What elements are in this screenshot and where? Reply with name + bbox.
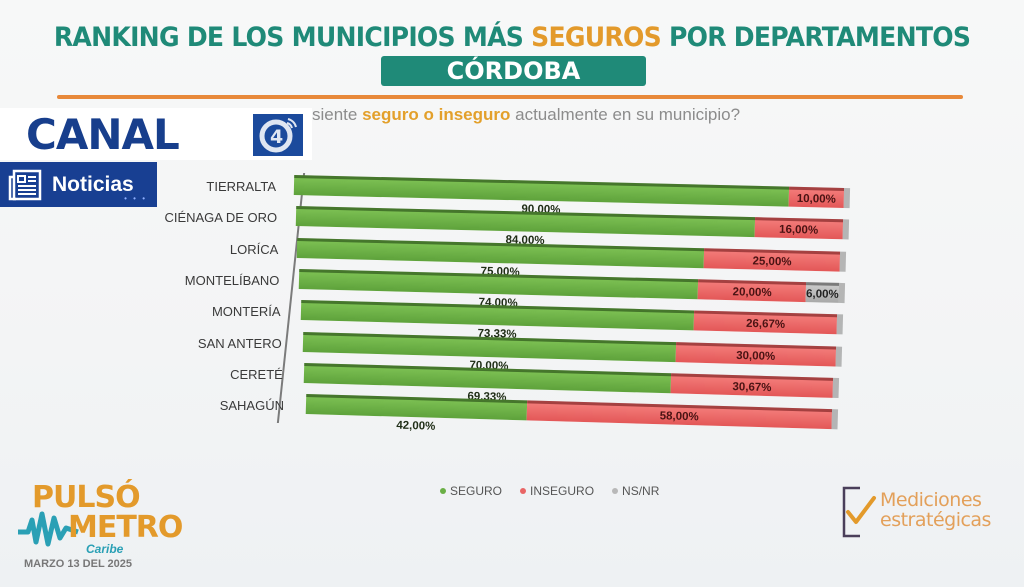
bar-segment-inseguro: 58,00% xyxy=(526,400,833,430)
bar-segment-nsnr: 6,00% xyxy=(806,281,839,303)
channel-number: 4 xyxy=(270,126,283,148)
mediciones-line2: estratégicas xyxy=(880,509,991,531)
category-label: LORÍCA xyxy=(229,241,279,257)
bar-endcap xyxy=(833,377,840,398)
legend-label-inseguro: INSEGURO xyxy=(530,484,595,498)
pulso-logo-line3: Caribe xyxy=(86,542,124,556)
heartbeat-wave-icon xyxy=(18,511,79,547)
category-label: SAHAGÚN xyxy=(219,398,284,414)
legend-item-seguro: SEGURO xyxy=(440,484,502,498)
question-highlight: seguro o inseguro xyxy=(362,105,511,124)
title-text: RANKING DE LOS MUNICIPIOS MÁS xyxy=(53,22,532,53)
data-label: 25,00% xyxy=(752,255,793,268)
news-label: Noticias xyxy=(52,172,134,196)
legend-label-nsnr: NS/NR xyxy=(622,484,660,498)
data-label: 6,00% xyxy=(806,287,839,301)
bar-endcap xyxy=(838,282,845,303)
data-label: 42,00% xyxy=(396,419,436,433)
question-text: siente xyxy=(312,105,363,124)
bar-segment-inseguro: 16,00% xyxy=(754,217,843,240)
bar-endcap xyxy=(831,409,839,430)
data-label: 20,00% xyxy=(732,286,772,300)
title-highlight: SEGUROS xyxy=(531,22,662,53)
bar-endcap xyxy=(843,187,851,209)
bar-endcap xyxy=(836,314,844,335)
bar-segment-inseguro: 30,67% xyxy=(670,373,834,398)
bar-endcap xyxy=(840,251,847,272)
category-label: MONTELÍBANO xyxy=(184,272,280,288)
department-badge: CÓRDOBA xyxy=(381,56,646,86)
bar-segment-inseguro: 26,67% xyxy=(693,310,838,335)
data-label: 30,67% xyxy=(732,380,772,394)
title-text-end: POR DEPARTAMENTOS xyxy=(660,22,971,53)
pulsometro-logo: PULSÓ METRO Caribe MARZO 13 DEL 2025 xyxy=(18,480,183,580)
divider xyxy=(57,95,963,99)
data-label: 26,67% xyxy=(745,318,786,332)
dots-decoration: • • • xyxy=(124,194,147,203)
category-label: CIÉNAGA DE ORO xyxy=(164,210,278,226)
bar-row: 90,00% 10,00% xyxy=(293,175,851,216)
legend-label-seguro: SEGURO xyxy=(450,484,503,498)
page-title: RANKING DE LOS MUNICIPIOS MÁS SEGUROS PO… xyxy=(36,22,988,53)
newspaper-icon xyxy=(8,169,42,200)
news-section-badge: Noticias • • • xyxy=(0,162,157,207)
data-label: 30,00% xyxy=(735,349,775,363)
question-text-end: actualmente en su municipio? xyxy=(510,105,741,124)
survey-question: siente seguro o inseguro actualmente en … xyxy=(312,105,740,125)
category-label: TIERRALTA xyxy=(206,179,276,194)
category-label: MONTERÍA xyxy=(211,304,281,320)
legend-swatch-nsnr xyxy=(612,488,619,494)
data-label: 58,00% xyxy=(659,410,699,424)
category-label: SAN ANTERO xyxy=(197,335,282,351)
chart-legend: SEGURO INSEGURO NS/NR xyxy=(440,484,659,498)
legend-item-inseguro: INSEGURO xyxy=(520,484,594,498)
bar-segment-seguro: 90,00% xyxy=(293,175,790,216)
data-label: 16,00% xyxy=(778,224,818,237)
checkmark-box-icon xyxy=(842,486,876,538)
bar-segment-inseguro: 10,00% xyxy=(788,186,845,208)
bar-segment-inseguro: 20,00% xyxy=(698,279,807,302)
bar-endcap xyxy=(834,346,842,367)
mediciones-line1: Mediciones xyxy=(880,489,982,511)
channel-logo-text: CANAL xyxy=(26,110,180,159)
data-label: 10,00% xyxy=(796,192,836,206)
bar-segment-inseguro: 25,00% xyxy=(704,247,841,272)
category-label: CERETÉ xyxy=(230,366,283,382)
bar-endcap xyxy=(841,219,849,240)
survey-date: MARZO 13 DEL 2025 xyxy=(24,558,133,570)
bar-segment-inseguro: 30,00% xyxy=(675,341,836,367)
pulso-logo-line1: PULSÓ xyxy=(32,480,141,515)
pulso-logo-line2: METRO xyxy=(68,510,183,545)
legend-item-nsnr: NS/NR xyxy=(612,484,659,498)
legend-swatch-seguro xyxy=(440,488,446,494)
mediciones-text: Mediciones estratégicas xyxy=(880,490,991,530)
legend-swatch-inseguro xyxy=(520,488,527,494)
mediciones-logo: Mediciones estratégicas xyxy=(838,484,991,545)
channel-4-logo-icon: 4 xyxy=(253,114,303,156)
